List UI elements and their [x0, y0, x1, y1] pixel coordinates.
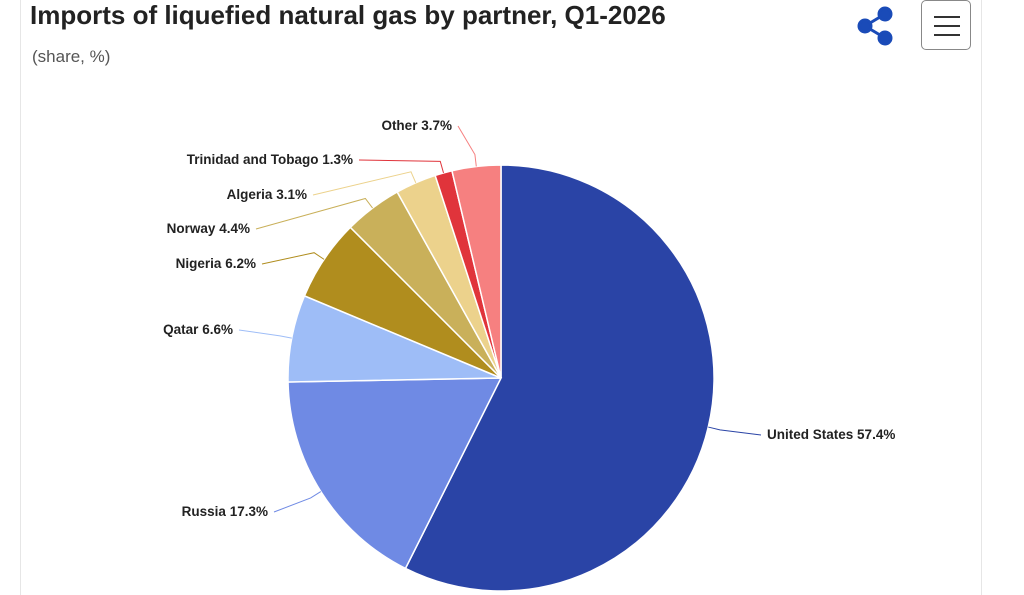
label-category: United States [767, 427, 853, 442]
label-value: 3.7% [421, 118, 452, 133]
chart-title: Imports of liquefied natural gas by part… [30, 0, 666, 30]
label-value: 1.3% [322, 152, 353, 167]
leader-line [255, 197, 373, 230]
chart-subtitle: (share, %) [32, 47, 111, 66]
label-value: 4.4% [219, 221, 250, 236]
data-label: Algeria 3.1% [227, 187, 307, 202]
label-category: Trinidad and Tobago [187, 152, 319, 167]
data-label: Trinidad and Tobago 1.3% [187, 152, 353, 167]
data-label: Other 3.7% [381, 118, 452, 133]
leader-line [261, 252, 325, 265]
label-value: 57.4% [857, 427, 895, 442]
data-label: United States 57.4% [767, 427, 895, 442]
pie-slice [287, 377, 503, 570]
label-value: 3.1% [276, 187, 307, 202]
data-label: Norway 4.4% [167, 221, 250, 236]
data-label: Qatar 6.6% [163, 322, 233, 337]
label-category: Algeria [227, 187, 273, 202]
share-button[interactable] [855, 4, 895, 48]
label-category: Nigeria [176, 256, 222, 271]
data-label: Russia 17.3% [182, 504, 268, 519]
leader-line [273, 491, 322, 513]
leader-line [457, 125, 477, 167]
label-category: Norway [167, 221, 216, 236]
leader-line [708, 426, 762, 436]
menu-button[interactable] [921, 0, 971, 50]
label-value: 17.3% [230, 504, 268, 519]
label-value: 6.6% [202, 322, 233, 337]
label-category: Other [381, 118, 418, 133]
label-value: 6.2% [225, 256, 256, 271]
chart-frame [20, 0, 982, 595]
pie-slice [451, 164, 502, 379]
leader-line [238, 329, 292, 339]
label-category: Qatar [163, 322, 199, 337]
leader-line [358, 159, 444, 174]
data-label: Nigeria 6.2% [176, 256, 256, 271]
label-category: Russia [182, 504, 227, 519]
leader-line [312, 171, 417, 196]
